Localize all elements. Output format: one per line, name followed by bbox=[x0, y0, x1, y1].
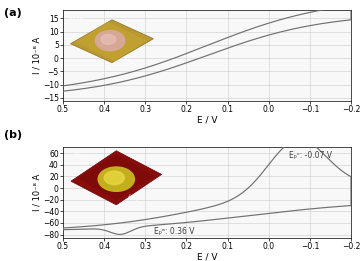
X-axis label: E / V: E / V bbox=[197, 115, 217, 124]
Y-axis label: I / 10⁻⁸ A: I / 10⁻⁸ A bbox=[32, 174, 41, 211]
Text: Eₚᶜ: -0.07 V: Eₚᶜ: -0.07 V bbox=[289, 151, 332, 161]
Text: (a): (a) bbox=[4, 8, 21, 18]
X-axis label: E / V: E / V bbox=[197, 252, 217, 261]
Text: (b): (b) bbox=[4, 130, 22, 140]
Y-axis label: I / 10⁻⁸ A: I / 10⁻⁸ A bbox=[32, 37, 41, 74]
Text: Eₚᵃ: 0.36 V: Eₚᵃ: 0.36 V bbox=[153, 227, 194, 236]
